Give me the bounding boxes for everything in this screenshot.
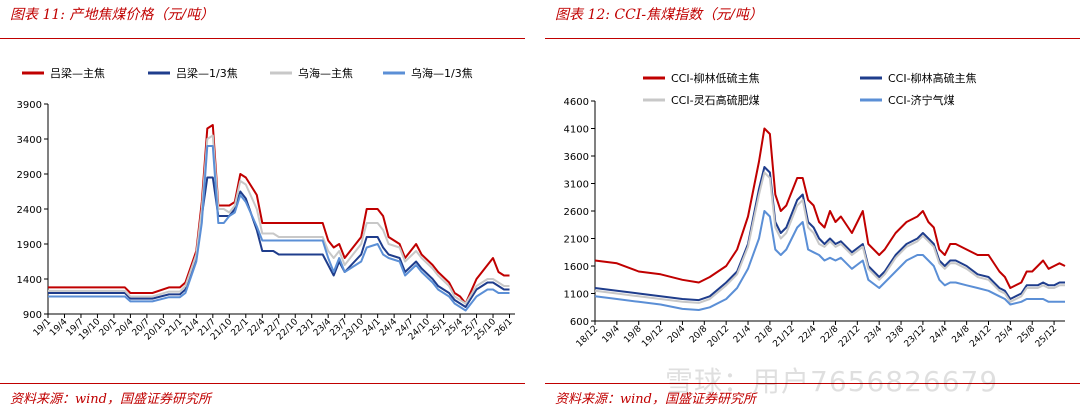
left-source-rule (0, 383, 525, 384)
right-chart-panel: 图表 12: CCI-焦煤指数（元/吨） CCI-柳林低硫主焦 CCI-柳林高硫主… (545, 0, 1080, 415)
left-chart-panel: 图表 11: 产地焦煤价格（元/吨） 吕梁—主焦 吕梁—1/3焦 乌海—主焦 乌海—1… (0, 0, 525, 415)
x-tick-label: 22/4 (797, 324, 819, 346)
x-tick-label: 24/12 (968, 324, 993, 349)
right-source-rule (545, 383, 1080, 384)
x-tick-label: 21/4 (732, 324, 754, 346)
x-tick-label: 19/4 (48, 317, 70, 339)
right-title-rule (545, 38, 1080, 39)
x-tick-label: 23/12 (903, 324, 928, 349)
legend-label: CCI-柳林低硫主焦 (671, 71, 760, 85)
x-tick-label: 25/4 (994, 324, 1016, 346)
x-tick-label: 22/1 (230, 317, 251, 338)
right-source-note: 资料来源：wind，国盛证券研究所 (555, 392, 756, 407)
series-line (594, 127, 1066, 289)
y-tick-label: 1600 (564, 262, 589, 273)
y-tick-label: 600 (570, 317, 589, 328)
legend-label: 乌海—1/3焦 (411, 66, 473, 80)
right-chart-svg: CCI-柳林低硫主焦 CCI-柳林高硫主焦 CCI-灵石高硫肥煤 CCI-济宁气煤 60… (564, 71, 1066, 349)
y-tick-label: 2400 (17, 205, 42, 216)
series-line (48, 134, 510, 305)
y-tick-label: 2600 (564, 207, 589, 218)
x-tick-label: 19/4 (601, 324, 623, 346)
left-chart-svg: 吕梁—主焦 吕梁—1/3焦 乌海—主焦 乌海—1/3焦 900 1400 1900 2400 2… (17, 66, 515, 342)
x-tick-label: 23/4 (863, 324, 885, 346)
x-tick-label: 22/12 (837, 324, 862, 349)
legend-label: CCI-柳林高硫主焦 (888, 71, 977, 85)
x-tick-label: 26/1 (493, 317, 514, 338)
x-tick-label: 21/4 (180, 317, 202, 339)
x-tick-label: 25/4 (444, 317, 466, 339)
y-tick-label: 1400 (17, 275, 42, 286)
y-tick-label: 2100 (564, 235, 589, 246)
y-tick-label: 3100 (564, 180, 589, 191)
x-tick-label: 23/4 (312, 317, 334, 339)
y-tick-label: 3900 (17, 100, 42, 111)
x-tick-label: 21/12 (771, 324, 796, 349)
series-line (594, 171, 1065, 304)
left-source-note: 资料来源：wind，国盛证券研究所 (10, 392, 211, 407)
y-tick-label: 2900 (17, 170, 42, 181)
x-tick-label: 20/12 (706, 324, 731, 349)
x-tick-label: 25/1 (427, 317, 448, 338)
x-tick-label: 19/12 (640, 324, 665, 349)
left-title-rule (0, 38, 525, 39)
y-tick-label: 1100 (564, 290, 589, 301)
x-tick-label: 20/4 (114, 317, 136, 339)
x-tick-label: 24/4 (929, 324, 951, 346)
x-tick-label: 20/1 (98, 317, 119, 338)
legend-label: 吕梁—1/3焦 (176, 66, 238, 80)
x-tick-label: 20/4 (666, 324, 688, 346)
y-tick-label: 3600 (564, 152, 589, 163)
series-line (594, 210, 1065, 311)
left-chart-title: 图表 11: 产地焦煤价格（元/吨） (10, 7, 215, 23)
x-tick-label: 23/1 (295, 317, 316, 338)
y-tick-label: 4100 (564, 125, 589, 136)
legend-label: CCI-济宁气煤 (888, 93, 955, 107)
x-tick-label: 21/1 (164, 317, 185, 338)
x-tick-label: 24/4 (378, 317, 400, 339)
series-line (48, 145, 510, 312)
legend-label: 乌海—主焦 (298, 66, 353, 80)
legend-label: 吕梁—主焦 (50, 66, 105, 80)
legend-label: CCI-灵石高硫肥煤 (671, 93, 760, 107)
y-tick-label: 4600 (564, 97, 589, 108)
series-line (594, 166, 1065, 302)
x-tick-label: 22/4 (246, 317, 268, 339)
x-tick-label: 25/12 (1034, 324, 1059, 349)
y-tick-label: 900 (23, 310, 42, 321)
y-tick-label: 3400 (17, 135, 42, 146)
y-tick-label: 1900 (17, 240, 42, 251)
x-tick-label: 24/1 (361, 317, 382, 338)
right-chart-title: 图表 12: CCI-焦煤指数（元/吨） (555, 7, 763, 23)
